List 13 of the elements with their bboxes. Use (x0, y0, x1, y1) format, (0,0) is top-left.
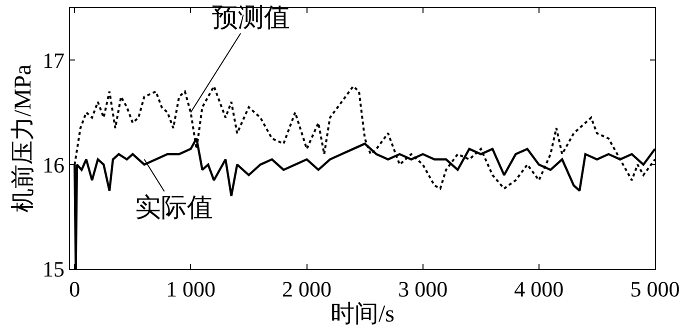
x-tick-label: 5 000 (630, 276, 680, 302)
x-tick-label: 3 000 (398, 276, 448, 302)
annotation: 预测值 (212, 3, 290, 32)
y-tick-label: 16 (42, 152, 64, 178)
x-axis-title: 时间/s (330, 302, 395, 328)
x-tick-label: 0 (69, 276, 80, 302)
y-tick-label: 17 (42, 48, 64, 73)
y-tick-label: 15 (42, 256, 64, 282)
x-tick-label: 1 000 (166, 276, 216, 302)
annotation: 实际值 (135, 193, 213, 222)
x-tick-label: 4 000 (514, 276, 564, 302)
x-tick-label: 2 000 (282, 276, 332, 302)
y-axis-title: 机前压力/MPa (10, 64, 37, 213)
